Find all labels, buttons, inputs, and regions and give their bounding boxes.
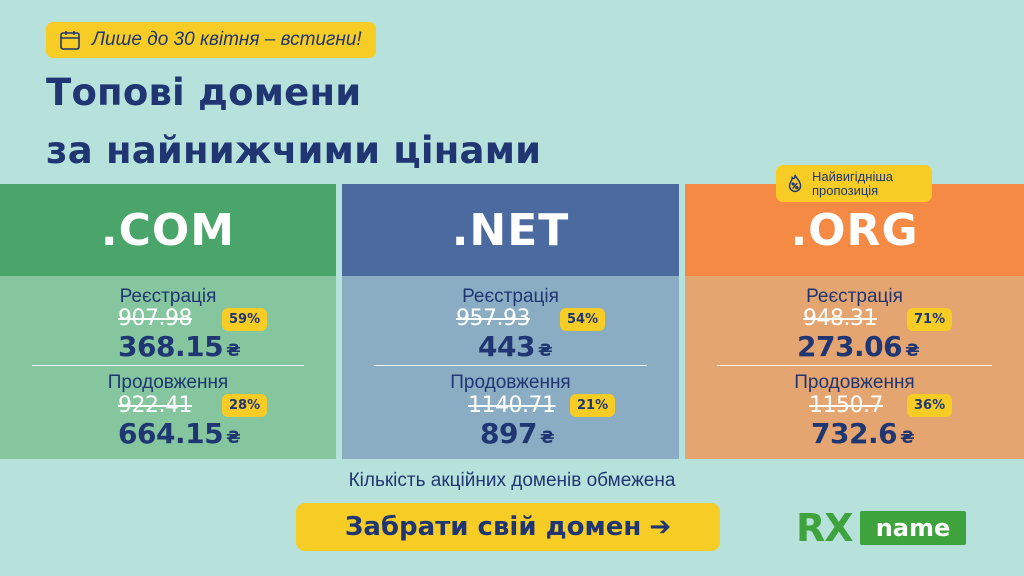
get-domain-button[interactable]: Забрати свій домен ➔: [296, 503, 720, 551]
tld-name: .COM: [0, 184, 336, 276]
renewal-discount-badge: 21%: [570, 394, 616, 417]
limited-offer-note: Кількість акційних доменів обмежена: [348, 470, 676, 491]
renewal-label: Продовження: [794, 372, 915, 393]
headline-line-2: за найнижчими цінами: [46, 129, 542, 172]
registration-old-price: 907.98: [118, 306, 192, 331]
renewal-old-price: 1140.71: [468, 393, 556, 418]
price-panel: Реєстрація 907.98 59% 368.15 ₴ Продовженн…: [0, 276, 336, 459]
registration-discount-badge: 71%: [907, 308, 953, 331]
divider: [374, 365, 647, 366]
card-com: .COM Реєстрація 907.98 59% 368.15 ₴ Продо…: [0, 184, 336, 459]
renewal-discount-badge: 36%: [907, 394, 953, 417]
headline-line-1: Топові домени: [46, 71, 362, 114]
registration-new-price: 368.15 ₴: [118, 330, 241, 363]
calendar-icon: [60, 31, 80, 50]
registration-discount-badge: 54%: [560, 308, 606, 331]
promo-text: Лише до 30 квітня – встигни!: [92, 29, 362, 50]
price-panel: Реєстрація 948.31 71% 273.06 ₴ Продовженн…: [685, 276, 1024, 459]
renewal-old-price: 922.41: [118, 393, 192, 418]
renewal-new-price: 897 ₴: [480, 417, 555, 450]
arrow-right-icon: ➔: [649, 512, 672, 542]
renewal-label: Продовження: [107, 372, 229, 393]
best-offer-badge: Найвигідніша пропозиція: [776, 165, 932, 202]
registration-new-price: 443 ₴: [478, 330, 553, 363]
renewal-new-price: 732.6 ₴: [811, 417, 915, 450]
divider: [32, 365, 304, 366]
card-net: .NET Реєстрація 957.93 54% 443 ₴ Продовже…: [342, 184, 679, 459]
tld-name: .NET: [342, 184, 679, 276]
renewal-new-price: 664.15 ₴: [118, 417, 241, 450]
divider: [717, 365, 992, 366]
price-panel: Реєстрація 957.93 54% 443 ₴ Продовження 1…: [342, 276, 679, 459]
renewal-discount-badge: 28%: [222, 394, 268, 417]
registration-old-price: 957.93: [456, 306, 530, 331]
card-org: .ORG Реєстрація 948.31 71% 273.06 ₴ Продо…: [685, 184, 1024, 459]
rxname-logo[interactable]: RX name: [796, 507, 968, 549]
registration-label: Реєстрація: [119, 286, 217, 307]
registration-new-price: 273.06 ₴: [797, 330, 920, 363]
renewal-old-price: 1150.7: [809, 393, 883, 418]
page-title: Топові домени за найнижчими цінами: [46, 64, 541, 180]
registration-old-price: 948.31: [803, 306, 877, 331]
renewal-label: Продовження: [450, 372, 571, 393]
registration-label: Реєстрація: [462, 286, 559, 307]
logo-rx: RX: [796, 506, 854, 550]
promo-badge: Лише до 30 квітня – встигни!: [46, 22, 376, 58]
best-offer-text: Найвигідніша пропозиція: [812, 168, 893, 198]
registration-label: Реєстрація: [806, 286, 903, 307]
fire-percent-icon: [788, 174, 802, 192]
logo-name: name: [860, 511, 966, 545]
cta-label: Забрати свій домен: [344, 512, 642, 542]
registration-discount-badge: 59%: [222, 308, 268, 331]
